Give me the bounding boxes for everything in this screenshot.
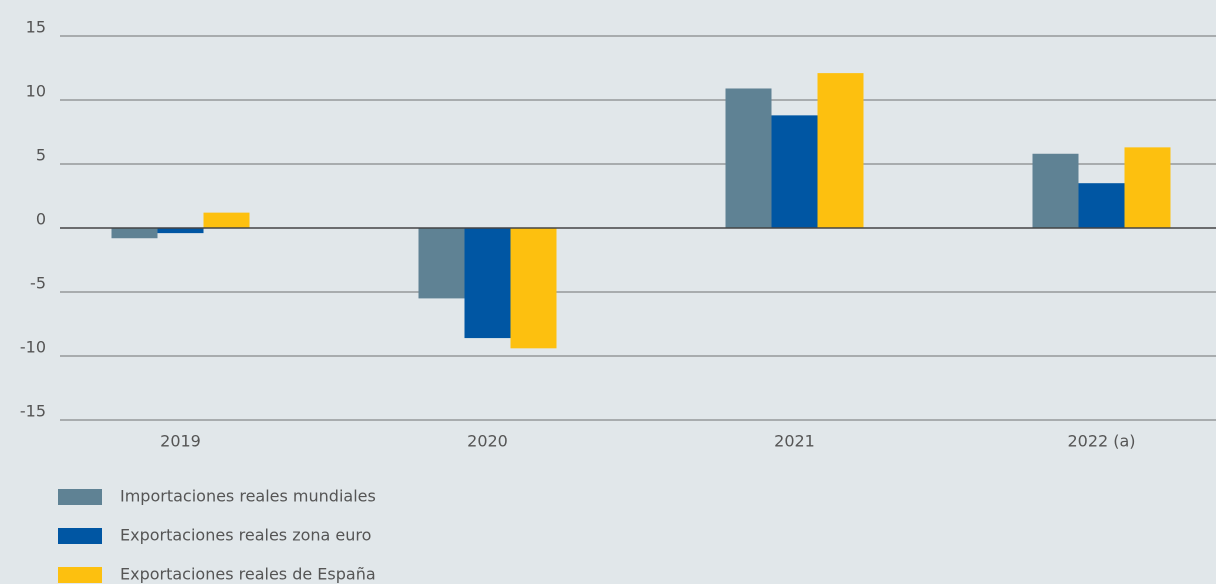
bar: [418, 228, 465, 299]
y-tick-label: 15: [26, 18, 46, 37]
y-tick-label: -10: [20, 338, 46, 357]
y-tick-label: -15: [20, 402, 46, 421]
bar: [203, 212, 250, 228]
legend-swatch: [58, 567, 102, 583]
legend-swatch: [58, 528, 102, 544]
bar: [771, 115, 818, 228]
bar: [464, 228, 511, 339]
bar: [725, 88, 772, 228]
legend-label: Importaciones reales mundiales: [120, 487, 376, 506]
bar: [510, 228, 557, 349]
bar: [1078, 183, 1125, 228]
bar: [1032, 153, 1079, 228]
y-tick-label: 10: [26, 82, 46, 101]
bar: [1124, 147, 1171, 228]
x-tick-label: 2020: [467, 432, 508, 451]
bar: [111, 228, 158, 239]
y-tick-label: -5: [30, 274, 46, 293]
x-tick-label: 2022 (a): [1067, 432, 1135, 451]
x-tick-label: 2019: [160, 432, 201, 451]
legend-label: Exportaciones reales zona euro: [120, 526, 371, 545]
bar: [157, 228, 204, 234]
y-tick-label: 5: [36, 146, 46, 165]
y-tick-label: 0: [36, 210, 46, 229]
legend-label: Exportaciones reales de España: [120, 565, 376, 584]
legend-swatch: [58, 489, 102, 505]
x-tick-label: 2021: [774, 432, 815, 451]
bar: [817, 73, 864, 229]
